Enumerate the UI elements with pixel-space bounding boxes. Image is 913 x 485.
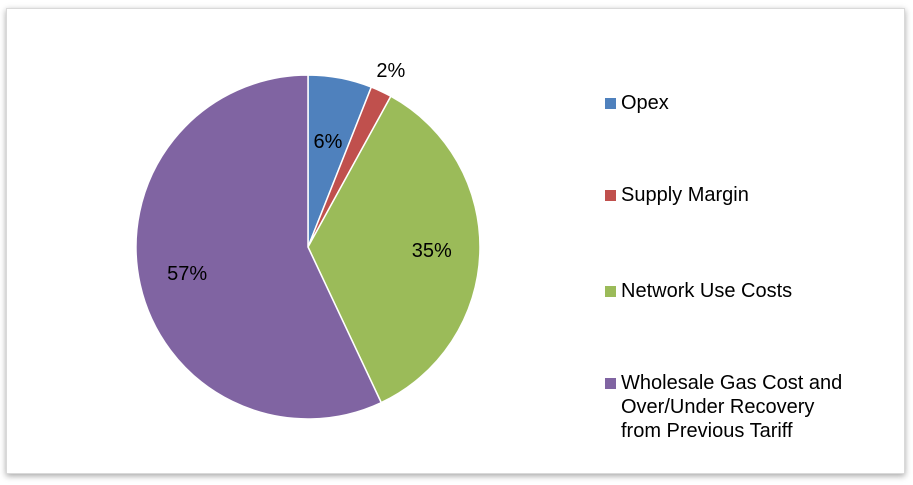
- pie-slices: [135, 74, 481, 420]
- pie-data-label-1: 6%: [314, 131, 343, 153]
- chart-legend: Opex Supply Margin Network Use Costs Wholes…: [605, 9, 905, 473]
- legend-swatch-1: [605, 98, 616, 109]
- pie-chart-area: 6% 2% 35% 57%: [7, 9, 904, 473]
- pie-data-label-3: 35%: [412, 240, 452, 262]
- legend-label-3: Network Use Costs: [621, 280, 793, 302]
- legend-swatch-3: [605, 286, 616, 297]
- pie-data-label-4: 57%: [167, 263, 207, 285]
- legend-label-2: Supply Margin: [621, 184, 749, 206]
- legend-swatch-4: [605, 378, 616, 389]
- legend-item-4: Wholesale Gas Cost and Over/Under Recove…: [605, 371, 842, 443]
- legend-item-2: Supply Margin: [605, 183, 749, 207]
- pie-slice-4: [135, 74, 383, 420]
- pie-data-label-2: 2%: [376, 60, 405, 82]
- legend-label-1: Opex: [621, 92, 669, 114]
- chart-frame: 6% 2% 35% 57% Opex Supply Margin Network Use …: [6, 8, 905, 474]
- pie-data-labels: 6% 2% 35% 57%: [167, 60, 452, 285]
- pie-chart: 6% 2% 35% 57%: [135, 60, 481, 420]
- legend-item-3: Network Use Costs: [605, 279, 792, 303]
- pie-slice-3: [307, 95, 481, 404]
- legend-item-1: Opex: [605, 91, 669, 115]
- legend-swatch-2: [605, 190, 616, 201]
- legend-label-4: Wholesale Gas Cost and Over/Under Recove…: [621, 372, 843, 442]
